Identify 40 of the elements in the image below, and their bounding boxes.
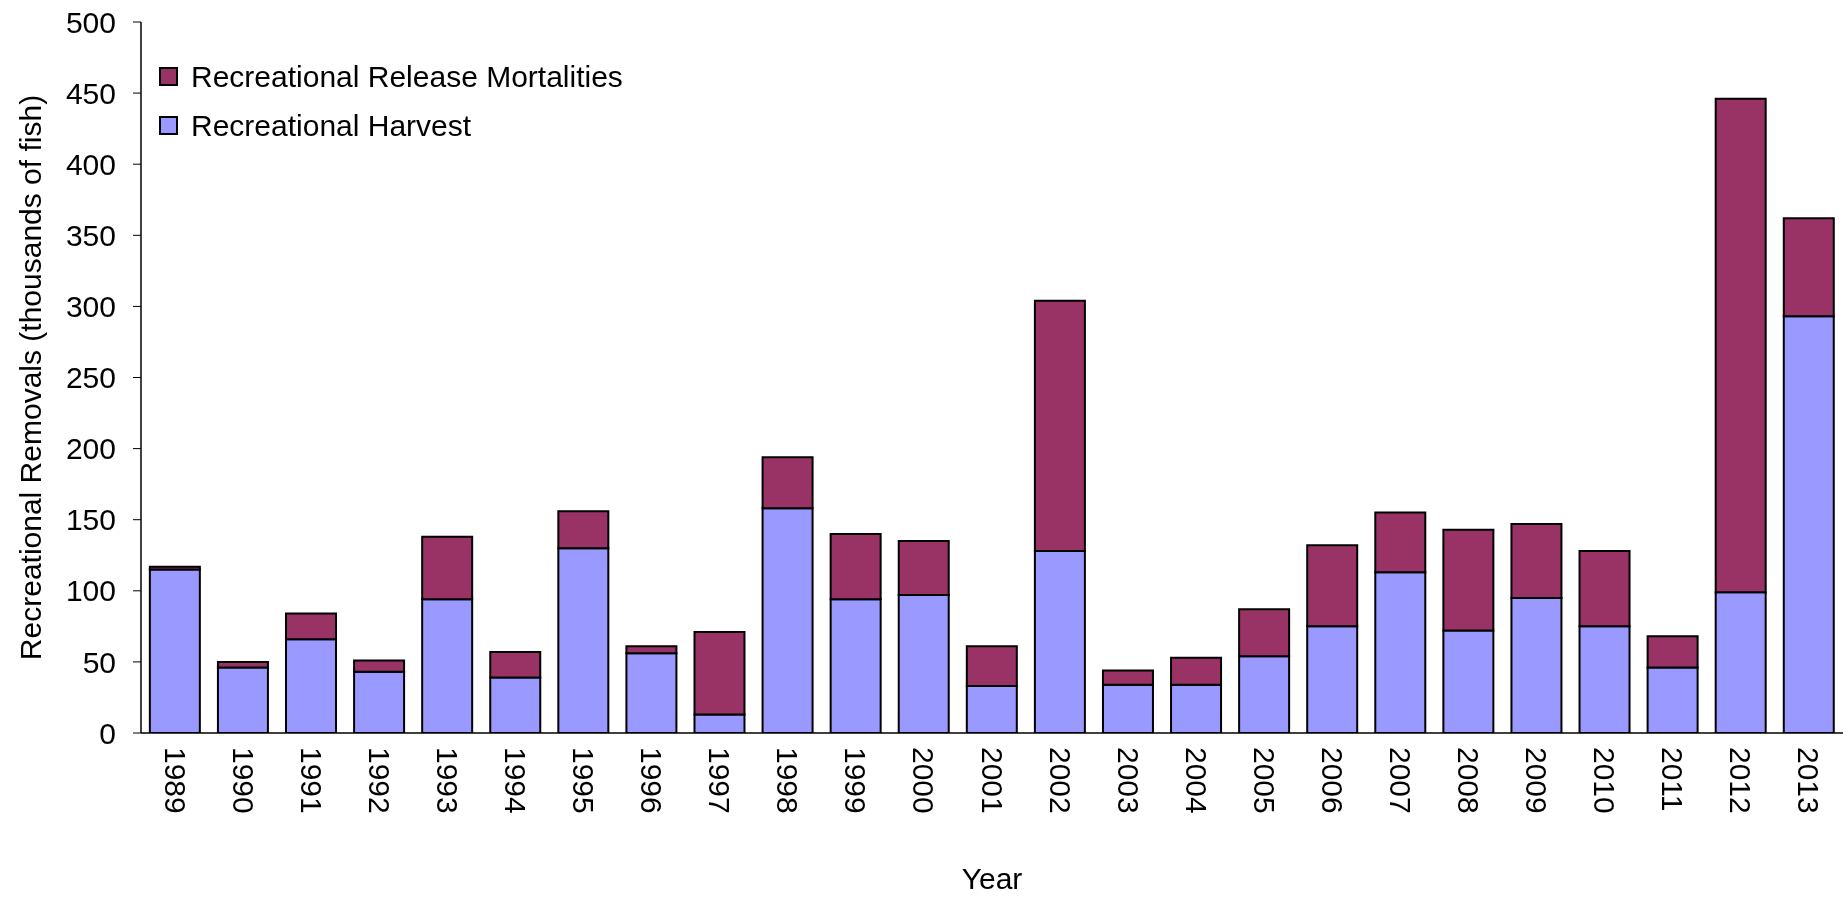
x-tick-label: 2005 <box>1247 747 1281 814</box>
y-tick-label: 450 <box>65 76 116 110</box>
x-tick-label: 2000 <box>907 747 941 814</box>
x-tick-label: 1991 <box>294 747 328 814</box>
y-tick-label: 500 <box>65 5 116 39</box>
y-tick-label: 0 <box>99 716 116 750</box>
legend-label: Recreational Harvest <box>191 108 472 143</box>
y-tick-label: 100 <box>65 574 116 608</box>
x-tick-label: 1998 <box>771 747 805 814</box>
x-tick-label: 2009 <box>1520 747 1554 814</box>
x-tick-label: 2013 <box>1792 747 1826 814</box>
x-axis-title: Year <box>961 861 1023 895</box>
x-tick-label: 1992 <box>362 747 396 814</box>
x-tick-label: 2002 <box>1043 747 1077 814</box>
x-tick-label: 2010 <box>1588 747 1622 814</box>
y-tick-label: 200 <box>65 432 116 466</box>
y-tick-label: 300 <box>65 290 116 324</box>
x-tick-label: 2007 <box>1383 747 1417 814</box>
x-tick-label: 2004 <box>1179 747 1213 814</box>
y-axis-title: Recreational Removals (thousands of fish) <box>13 94 47 661</box>
y-tick-label: 50 <box>82 645 116 679</box>
x-tick-label: 2011 <box>1656 747 1690 812</box>
y-tick-label: 150 <box>65 503 116 537</box>
x-tick-label: 2001 <box>975 747 1009 814</box>
x-tick-label: 1990 <box>226 747 260 814</box>
x-tick-label: 1994 <box>498 747 532 814</box>
x-tick-label: 1993 <box>430 747 464 814</box>
x-tick-label: 2012 <box>1724 747 1758 814</box>
x-tick-label: 2006 <box>1315 747 1349 814</box>
y-tick-label: 400 <box>65 147 116 181</box>
x-tick-label: 1997 <box>703 747 737 814</box>
x-tick-label: 1989 <box>158 747 192 814</box>
legend-label: Recreational Release Mortalities <box>191 59 623 94</box>
x-tick-label: 1995 <box>567 747 601 814</box>
x-tick-label: 1996 <box>635 747 669 814</box>
y-tick-label: 350 <box>65 218 116 252</box>
x-tick-label: 2003 <box>1111 747 1145 814</box>
x-tick-label: 2008 <box>1452 747 1486 814</box>
y-tick-label: 250 <box>65 361 116 395</box>
x-tick-label: 1999 <box>839 747 873 814</box>
